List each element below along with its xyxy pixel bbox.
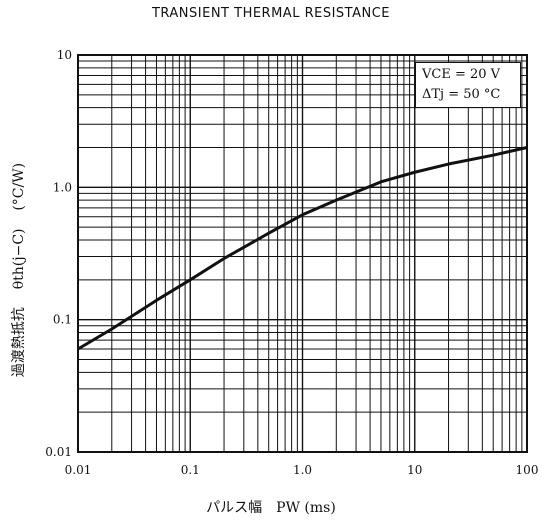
annotation-line-1: VCE = 20 V bbox=[422, 67, 501, 82]
y-axis-label-unit: (°C/W) bbox=[11, 162, 27, 211]
x-tick-label: 100 bbox=[516, 463, 539, 477]
grid-lines bbox=[78, 55, 527, 452]
plot-frame bbox=[77, 54, 528, 453]
y-tick-label: 1.0 bbox=[53, 180, 72, 194]
y-tick-label: 10 bbox=[57, 48, 72, 62]
x-tick-label: 0.01 bbox=[65, 463, 92, 477]
annotation-line-2: ΔTj = 50 °C bbox=[422, 87, 501, 102]
y-tick-label: 0.01 bbox=[45, 445, 72, 459]
y-tick-label: 0.1 bbox=[53, 313, 72, 327]
x-tick-label: 10 bbox=[407, 463, 422, 477]
y-axis-label-symbol: θth(j−C) bbox=[11, 228, 27, 290]
x-tick-labels: 0.01 0.1 1.0 10 100 bbox=[65, 463, 539, 477]
chart-title: TRANSIENT THERMAL RESISTANCE bbox=[151, 6, 391, 21]
y-tick-labels: 0.01 0.1 1.0 10 bbox=[45, 48, 72, 459]
x-tick-label: 0.1 bbox=[181, 463, 200, 477]
condition-annotation: VCE = 20 V ΔTj = 50 °C bbox=[415, 62, 521, 108]
series-line bbox=[77, 146, 528, 351]
y-axis-label: 過渡熱抵抗 θth(j−C) (°C/W) bbox=[8, 140, 28, 400]
x-tick-label: 1.0 bbox=[293, 463, 312, 477]
y-axis-label-jp: 過渡熱抵抗 bbox=[11, 307, 27, 378]
x-axis-label: パルス幅 PW (ms) bbox=[206, 500, 336, 516]
